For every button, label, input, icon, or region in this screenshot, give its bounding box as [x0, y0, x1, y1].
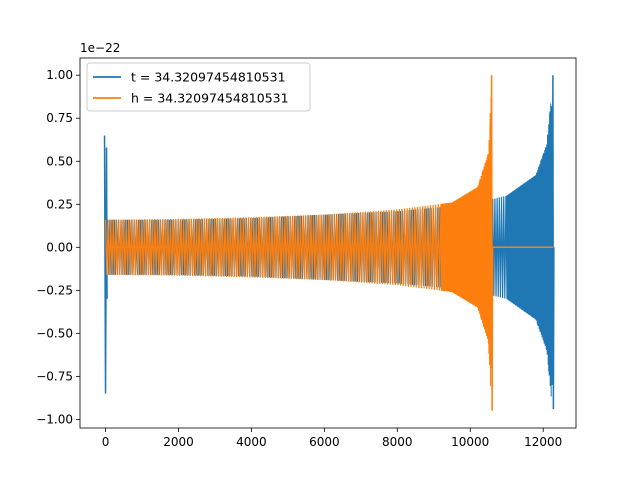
y-tick-label: −1.00	[36, 412, 73, 426]
legend: t = 34.32097454810531 h = 34.320974548105…	[86, 62, 311, 112]
series-h-peak	[489, 75, 494, 411]
legend-box	[86, 62, 311, 112]
y-tick-label: −0.25	[36, 283, 73, 297]
series-h-line	[104, 113, 491, 354]
y-tick-label: 0.75	[46, 111, 73, 125]
x-axis: 0 2000 4000 6000 8000 10000 12000	[102, 428, 562, 449]
series-h-chirp	[440, 97, 492, 387]
y-tick-label: 1.00	[46, 68, 73, 82]
y-tick-label: 0.00	[46, 240, 73, 254]
y-tick-label: −0.75	[36, 369, 73, 383]
series-h	[104, 75, 554, 411]
x-tick-label: 0	[102, 435, 110, 449]
offset-text: 1e−22	[80, 41, 120, 55]
legend-label: t = 34.32097454810531	[131, 70, 286, 85]
y-tick-label: 0.50	[46, 154, 73, 168]
axes-frame	[79, 57, 577, 429]
x-tick-label: 2000	[163, 435, 194, 449]
x-tick-label: 10000	[451, 435, 489, 449]
plot-area	[103, 75, 555, 411]
series-t-peak	[550, 75, 555, 410]
x-tick-label: 4000	[236, 435, 267, 449]
x-tick-label: 12000	[524, 435, 562, 449]
y-tick-label: 0.25	[46, 197, 73, 211]
x-tick-label: 6000	[309, 435, 340, 449]
y-tick-label: −0.50	[36, 326, 73, 340]
x-tick-label: 8000	[382, 435, 413, 449]
y-axis: −1.00 −0.75 −0.50 −0.25 0.00 0.25 0.50 0.75 1.00	[36, 68, 80, 426]
legend-label: h = 34.32097454810531	[131, 91, 289, 106]
